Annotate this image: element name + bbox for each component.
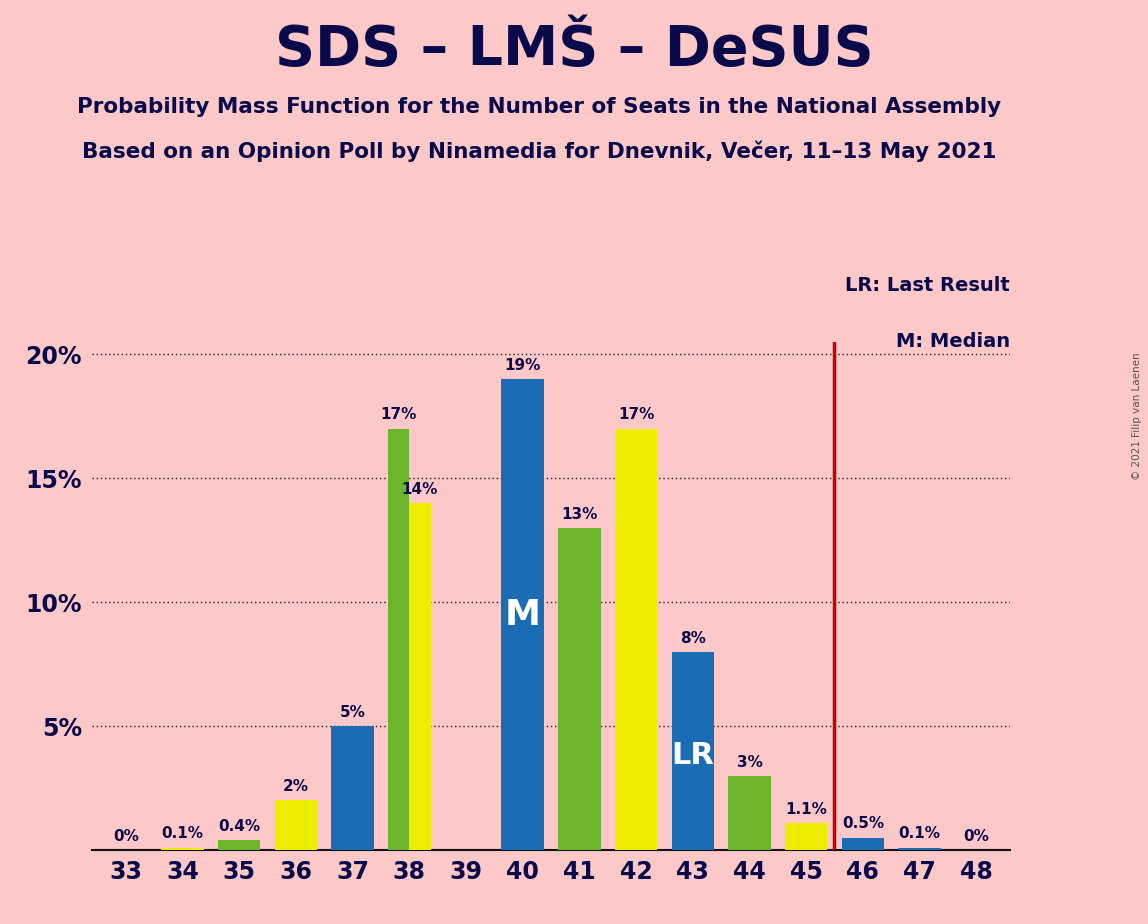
Text: 2%: 2% bbox=[282, 779, 309, 795]
Bar bbox=[410, 503, 430, 850]
Text: LR: LR bbox=[672, 741, 714, 771]
Text: M: M bbox=[505, 598, 541, 632]
Text: © 2021 Filip van Laenen: © 2021 Filip van Laenen bbox=[1132, 352, 1142, 480]
Text: SDS – LMŠ – DeSUS: SDS – LMŠ – DeSUS bbox=[274, 23, 874, 77]
Text: M: Median: M: Median bbox=[897, 332, 1010, 351]
Bar bbox=[558, 528, 600, 850]
Text: 1.1%: 1.1% bbox=[785, 802, 827, 817]
Text: 0.4%: 0.4% bbox=[218, 819, 261, 834]
Text: 17%: 17% bbox=[618, 407, 654, 422]
Bar bbox=[615, 429, 658, 850]
Bar bbox=[218, 840, 261, 850]
Text: 19%: 19% bbox=[504, 358, 541, 373]
Text: LR: Last Result: LR: Last Result bbox=[845, 276, 1010, 295]
Text: 13%: 13% bbox=[561, 506, 598, 522]
Text: Based on an Opinion Poll by Ninamedia for Dnevnik, Večer, 11–13 May 2021: Based on an Opinion Poll by Ninamedia fo… bbox=[83, 140, 996, 162]
Bar bbox=[502, 379, 544, 850]
Text: 17%: 17% bbox=[380, 407, 417, 422]
Text: 0%: 0% bbox=[963, 829, 990, 844]
Bar bbox=[785, 822, 828, 850]
Text: 0%: 0% bbox=[113, 829, 139, 844]
Text: 14%: 14% bbox=[402, 481, 439, 497]
Bar bbox=[274, 800, 317, 850]
Text: Probability Mass Function for the Number of Seats in the National Assembly: Probability Mass Function for the Number… bbox=[78, 97, 1001, 117]
Text: 3%: 3% bbox=[737, 755, 762, 770]
Text: 8%: 8% bbox=[680, 630, 706, 646]
Bar bbox=[728, 776, 770, 850]
Text: 5%: 5% bbox=[340, 705, 365, 720]
Bar bbox=[672, 651, 714, 850]
Text: 0.1%: 0.1% bbox=[162, 826, 203, 842]
Text: 0.5%: 0.5% bbox=[841, 817, 884, 832]
Bar bbox=[161, 847, 204, 850]
Bar bbox=[388, 429, 410, 850]
Bar bbox=[332, 726, 374, 850]
Text: 0.1%: 0.1% bbox=[899, 826, 940, 842]
Bar bbox=[898, 847, 941, 850]
Bar bbox=[841, 838, 884, 850]
